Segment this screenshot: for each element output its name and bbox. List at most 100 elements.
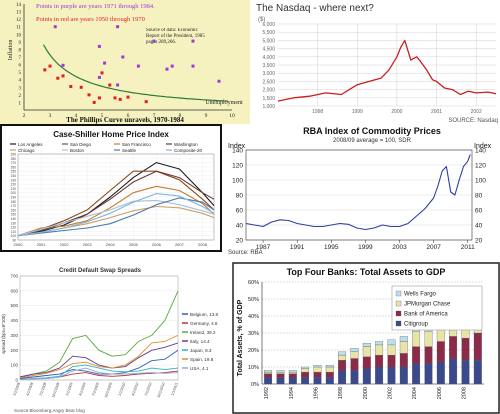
series-line-spain-19-8: [19, 334, 179, 379]
y-tick-label: 5: [19, 71, 22, 76]
y-tick-label: 400: [10, 318, 18, 323]
x-tick-label: 2002: [471, 109, 482, 115]
y-tick-label: 4,500: [262, 47, 275, 53]
chart-background: [0, 262, 226, 414]
y-tick-label-right: 120: [475, 163, 486, 170]
series-line-washington: [17, 170, 215, 237]
legend-label: Citigroup: [404, 322, 429, 328]
bar-segment-jpmorgan-chase: [399, 341, 408, 354]
chart-title: The Phillips Curve unravels, 1970-1984: [66, 116, 184, 124]
x-tick-label: 2001: [431, 109, 442, 115]
red-point: [100, 71, 104, 75]
x-tick-label: 1995: [324, 244, 339, 251]
x-tick-label: 2002: [388, 387, 394, 399]
bar-segment-jpmorgan-chase: [338, 354, 347, 361]
bar-segment-citigroup: [325, 377, 334, 385]
series-line-los-angeles: [17, 162, 215, 237]
red-point: [61, 74, 65, 78]
bar-segment-bank-of-america: [412, 346, 421, 364]
y-tick-label-left: 100: [232, 178, 243, 185]
x-tick-label: 4/1/2009: [78, 382, 87, 397]
purple-point: [152, 39, 156, 43]
x-tick-label: 2006: [152, 242, 162, 247]
bar-segment-bank-of-america: [288, 373, 297, 378]
source-note-text: Source of data: Economic Report of the P…: [146, 28, 205, 45]
x-tick-label: 2000: [14, 242, 24, 247]
nasdaq-chart: The Nasdaq - where next? ($) SOURCE: Nas…: [250, 0, 500, 124]
bar-segment-jpmorgan-chase: [412, 331, 421, 347]
phillips-curve-chart: Points in purple are years 1971 through …: [0, 0, 250, 124]
y-tick-label: 3,000: [262, 71, 275, 77]
bar-segment-jpmorgan-chase: [375, 344, 384, 356]
source-note: Source: RBA: [228, 250, 263, 256]
purple-point: [170, 64, 174, 68]
y-tick-label: 280: [11, 157, 17, 161]
bar-segment-wells-fargo: [350, 348, 359, 352]
y-tick-label-left: 20: [236, 238, 244, 245]
note-red: Points in red are years 1950 through 197…: [36, 16, 145, 23]
y-axis-label-right: Index: [474, 143, 492, 150]
bar-segment-wells-fargo: [288, 370, 297, 373]
bar-segment-bank-of-america: [264, 373, 273, 378]
x-tick-label: 4/1/2008: [26, 382, 35, 397]
bar-segment-citigroup: [387, 366, 396, 385]
cds-spreads-chart: Credit Default Swap Spreads spread (bps=…: [0, 262, 226, 414]
y-tick-label: 180: [11, 200, 17, 204]
banks-svg: Top Four Banks: Total Assets to GDP Tota…: [232, 262, 500, 414]
y-tick-label: 290: [11, 153, 17, 157]
x-tick-label: 2007: [175, 242, 185, 247]
y-tick-label: 6: [19, 64, 22, 69]
x-tick-label: 2003: [392, 244, 407, 251]
y-tick-label: 1: [19, 101, 22, 106]
y-tick-label: 3,500: [262, 63, 275, 69]
x-tick-label: 7/1/2009: [91, 382, 100, 397]
y-tick-label-right: 40: [475, 223, 483, 230]
chart-frame: [0, 124, 222, 252]
rba-svg: RBA Index of Commodity Prices 2008/09 av…: [222, 124, 500, 256]
red-point: [118, 97, 122, 101]
y-tick-label: 260: [11, 165, 17, 169]
y-tick-label: 500: [10, 303, 18, 308]
bar-segment-citigroup: [288, 377, 297, 385]
x-tick-label: 1987: [256, 244, 271, 251]
source-note: Source:Bloomberg,Angry Bear blog: [14, 408, 85, 413]
bar-segment-wells-fargo: [338, 351, 347, 356]
bar-segment-bank-of-america: [449, 336, 458, 359]
y-tick-label: 210: [11, 187, 17, 191]
y-tick-label: 6,000: [262, 22, 275, 28]
chart-title: Case-Shiller Home Price Index: [53, 130, 169, 139]
y-tick-label: 4,000: [262, 55, 275, 61]
note-purple: Points in purple are years 1971 through …: [36, 3, 155, 10]
y-tick-label: 30%: [248, 331, 259, 337]
purple-point: [191, 64, 195, 68]
x-tick-label: 7: [153, 113, 156, 119]
case-shiller-chart: Case-Shiller Home Price Index Los Angele…: [0, 124, 222, 252]
bar-segment-bank-of-america: [301, 371, 310, 378]
x-tick-label: 2000: [391, 109, 402, 115]
bar-segment-citigroup: [412, 363, 421, 385]
legend-box: [391, 285, 483, 331]
red-point: [87, 93, 91, 97]
bar-segment-wells-fargo: [362, 343, 371, 347]
y-tick-label: 140: [11, 217, 17, 221]
bar-segment-citigroup: [338, 370, 347, 385]
x-tick-label: 1998: [338, 387, 344, 399]
legend-label: Belgium, 13.8: [190, 312, 219, 317]
bar-segment-citigroup: [473, 360, 482, 385]
bar-segment-bank-of-america: [399, 353, 408, 368]
y-tick-label: 10%: [248, 365, 259, 371]
x-tick-label: 10/1/2010: [157, 382, 166, 398]
bar-segment-citigroup: [301, 377, 310, 385]
bar-segment-bank-of-america: [387, 354, 396, 368]
y-tick-label: 160: [11, 208, 17, 212]
x-tick-label: 1992: [264, 387, 270, 399]
x-tick-label: 5: [101, 113, 104, 119]
y-tick-label: 60%: [248, 280, 259, 286]
x-tick-label: 2004: [412, 387, 418, 399]
legend-swatch: [395, 300, 402, 307]
bar-segment-citigroup: [276, 377, 285, 385]
legend-label: USA, 4.1: [190, 366, 209, 371]
bar-segment-bank-of-america: [313, 371, 322, 378]
y-tick-label: 200: [11, 191, 17, 195]
y-tick-label: 700: [10, 274, 18, 279]
